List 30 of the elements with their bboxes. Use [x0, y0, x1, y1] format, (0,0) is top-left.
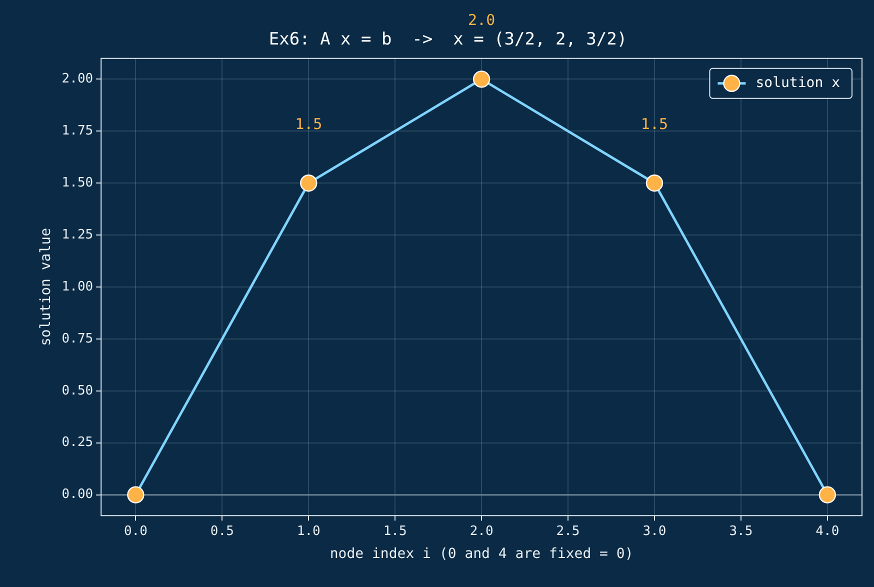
y-tick-label: 1.50 — [62, 175, 94, 190]
point — [127, 486, 144, 504]
x-tick-label: 1.0 — [296, 524, 320, 539]
legend-label: solution x — [756, 75, 840, 92]
x-tick-label: 3.0 — [642, 524, 666, 539]
y-tick-label: 1.00 — [62, 279, 94, 294]
x-tick-label: 1.5 — [383, 524, 407, 539]
y-tick-label: 0.00 — [62, 487, 94, 502]
point — [818, 486, 836, 504]
x-tick-label: 4.0 — [816, 524, 840, 539]
y-axis-title: solution value — [38, 228, 54, 346]
x-tick-label: 2.5 — [556, 524, 580, 539]
data-label: 1.5 — [295, 114, 322, 133]
x-tick-label: 0.5 — [210, 524, 234, 539]
y-tick-label: 0.75 — [62, 331, 94, 346]
x-tick-label: 0.0 — [124, 524, 148, 539]
data-label: 1.5 — [640, 114, 668, 133]
x-axis-title: node index i (0 and 4 are fixed = 0) — [330, 546, 634, 562]
y-tick-label: 1.75 — [62, 124, 94, 139]
x-tick-label: 3.5 — [729, 524, 753, 539]
chart-title: Ex6: A x = b -> x = (3/2, 2, 3/2) — [268, 30, 628, 50]
y-tick-label: 0.50 — [62, 383, 94, 398]
point — [646, 174, 664, 192]
data-label: 2.0 — [468, 11, 496, 30]
y-tick-label: 0.25 — [62, 435, 94, 450]
point — [300, 174, 318, 192]
y-tick-label: 2.00 — [62, 72, 94, 87]
x-tick-label: 2.0 — [470, 524, 494, 539]
y-tick-label: 1.25 — [62, 227, 94, 242]
point — [472, 70, 490, 88]
